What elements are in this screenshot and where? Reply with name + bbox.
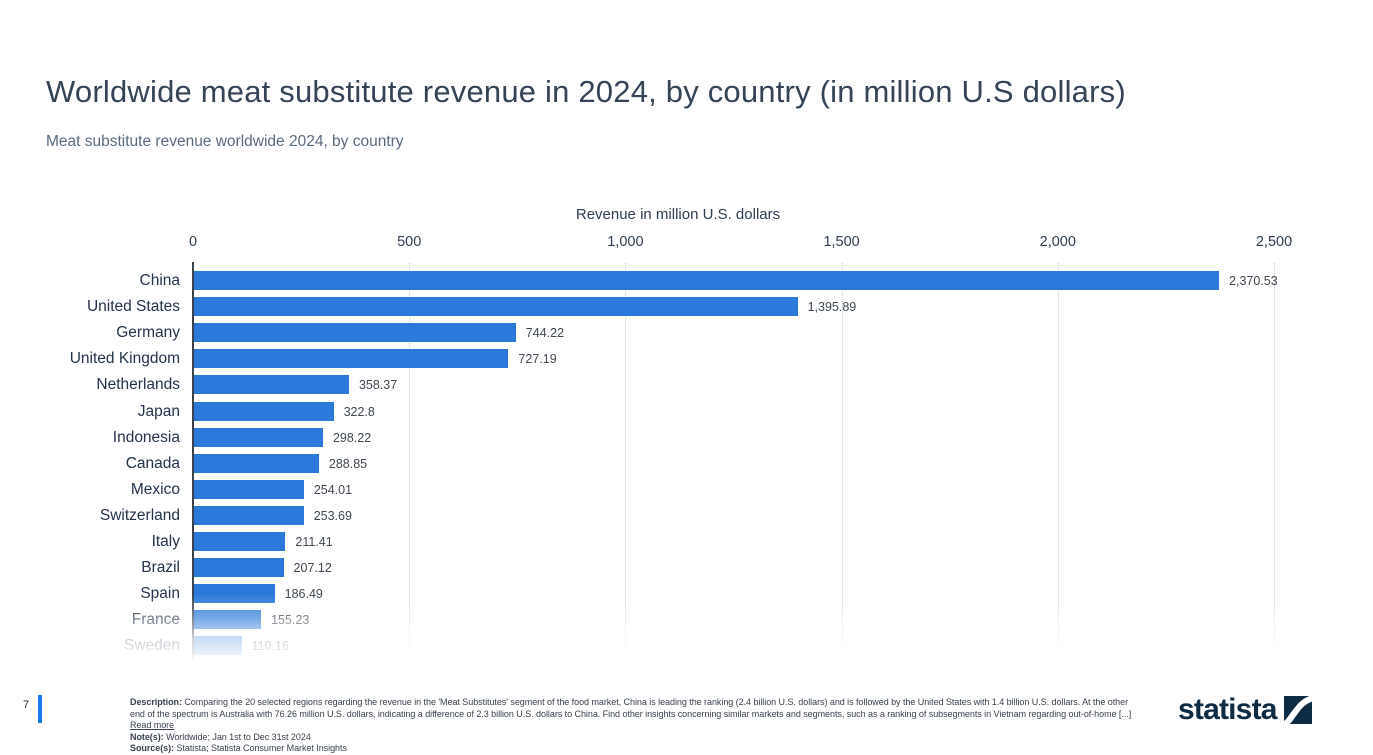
bar	[194, 479, 304, 499]
value-label: 2,370.53	[1229, 274, 1278, 288]
value-label: 155.23	[271, 613, 310, 628]
x-tick-label: 500	[397, 234, 422, 250]
bar	[194, 505, 304, 525]
bar	[194, 349, 509, 369]
gridline	[1057, 262, 1059, 660]
statista-logo-text: statista	[1178, 693, 1277, 726]
category-label: United Kingdom	[69, 350, 180, 368]
description-label: Description:	[130, 697, 182, 707]
page-title: Worldwide meat substitute revenue in 202…	[46, 74, 1126, 109]
value-label: 727.19	[518, 352, 557, 367]
category-label: Brazil	[141, 559, 180, 577]
value-label: 110.16	[251, 639, 289, 654]
bar	[194, 453, 319, 473]
category-label: United States	[86, 298, 180, 316]
value-label: 254.01	[313, 482, 353, 497]
gridline	[1274, 262, 1275, 660]
value-label: 253.69	[313, 508, 352, 523]
footnotes-block: Description: Comparing the 20 selected r…	[130, 697, 1138, 755]
category-label: Germany	[116, 324, 180, 342]
notes-text: Worldwide; Jan 1st to Dec 31st 2024	[166, 731, 311, 742]
value-label: 207.12	[293, 561, 332, 576]
notes-label: Note(s):	[130, 731, 164, 742]
bar	[194, 610, 262, 630]
bar	[194, 297, 798, 317]
page-number: 7	[22, 699, 30, 711]
category-label: Japan	[137, 402, 180, 420]
x-tick-label: 2,000	[1039, 234, 1076, 250]
category-label: Indonesia	[112, 428, 180, 446]
bar	[194, 427, 323, 447]
category-label: Sweden	[123, 637, 180, 655]
value-label: 298.22	[332, 430, 372, 445]
value-label: 322.8	[343, 404, 375, 419]
x-tick-label: 1,000	[607, 234, 644, 250]
x-tick-label: 2,500	[1255, 234, 1293, 250]
page-subtitle: Meat substitute revenue worldwide 2024, …	[46, 133, 404, 150]
bar	[194, 558, 284, 578]
bar	[194, 323, 516, 343]
x-tick-label: 0	[188, 234, 198, 250]
sources-line: Source(s): Statista; Statista Consumer M…	[130, 743, 1138, 755]
x-axis-title: Revenue in million U.S. dollars	[575, 206, 781, 223]
bar	[194, 584, 275, 604]
notes-line: Note(s): Worldwide; Jan 1st to Dec 31st …	[130, 732, 1138, 744]
read-more-link[interactable]: Read more	[130, 720, 175, 731]
value-label: 744.22	[525, 326, 565, 341]
gridline	[409, 262, 411, 660]
page-number-accent-bar	[38, 695, 42, 723]
value-label: 358.37	[358, 378, 398, 393]
value-label: 288.85	[328, 456, 368, 471]
sources-text: Statista; Statista Consumer Market Insig…	[176, 743, 347, 754]
statista-logo: statista	[1178, 692, 1316, 729]
description-line: Description: Comparing the 20 selected r…	[130, 697, 1138, 732]
category-label: France	[131, 611, 180, 629]
category-label: Switzerland	[99, 506, 180, 524]
category-label: Canada	[125, 454, 180, 472]
sources-label: Source(s):	[130, 743, 175, 754]
gridline	[841, 262, 843, 660]
bar	[194, 532, 286, 551]
category-label: Italy	[151, 533, 180, 550]
bar	[194, 271, 1220, 290]
x-tick-label: 1,500	[823, 234, 860, 250]
y-axis-line	[192, 262, 194, 660]
bar	[194, 375, 349, 395]
category-label: Netherlands	[96, 376, 180, 394]
bar	[194, 636, 242, 656]
category-label: Mexico	[130, 480, 180, 498]
value-label: 1,395.89	[807, 300, 857, 315]
bar	[194, 401, 334, 421]
value-label: 211.41	[295, 535, 333, 549]
gridline	[625, 262, 627, 660]
statista-logo-mark-icon	[1279, 694, 1316, 729]
category-label: Spain	[140, 585, 180, 603]
value-label: 186.49	[284, 587, 323, 602]
category-label: China	[139, 272, 181, 289]
description-text: Comparing the 20 selected regions regard…	[130, 697, 1132, 719]
bar-chart-plot-area: China 2,370.53 United States 1,395.89 German…	[0, 262, 1373, 660]
